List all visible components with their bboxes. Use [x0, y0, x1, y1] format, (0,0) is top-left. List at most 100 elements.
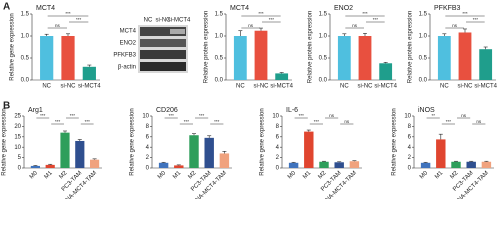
significance-label: ns	[476, 119, 482, 124]
y-tick-label: 6	[276, 134, 280, 140]
x-tick-label: si-MCT4	[374, 84, 397, 90]
y-tick-label: 4	[408, 145, 412, 151]
chart-title: IL-6	[286, 107, 298, 114]
bar	[420, 162, 431, 168]
y-axis-label: Relative gene expression	[2, 108, 8, 175]
x-tick-label: M0	[29, 170, 40, 181]
significance-label: ns	[55, 23, 61, 28]
y-tick-label: 0.5	[319, 56, 328, 62]
lane-label: si-MCT4	[168, 18, 191, 24]
y-tick-label: 8	[408, 124, 412, 130]
bar	[75, 140, 85, 168]
significance-label: ***	[446, 119, 452, 124]
bar	[334, 162, 344, 168]
y-tick-label: 8	[146, 124, 150, 130]
bar	[254, 30, 268, 80]
bar	[437, 36, 451, 80]
significance-label: ***	[373, 17, 379, 22]
y-tick-label: 0.5	[215, 56, 224, 62]
significance-label: ns	[461, 113, 467, 118]
protein-label: β-actin	[118, 65, 136, 71]
band	[140, 62, 186, 71]
y-tick-label: 4	[146, 145, 150, 151]
significance-label: **	[431, 113, 435, 118]
western-blot: NC si-NC si-MCT4 MCT4 ENO2 PFKFB3 β-acti…	[113, 18, 191, 73]
x-tick-label: si-NC	[458, 84, 474, 90]
bar	[379, 63, 393, 80]
y-axis-label: Relative gene expression	[392, 108, 398, 175]
x-tick-label: si-NC	[254, 84, 270, 90]
y-tick-label: 10	[404, 114, 411, 120]
y-tick-label: 2	[408, 155, 412, 161]
y-tick-label: 5	[18, 155, 22, 161]
y-tick-label: 10	[272, 114, 279, 120]
x-tick-label: si-NC	[61, 84, 77, 90]
bar	[358, 36, 372, 80]
y-tick-label: 0	[18, 166, 22, 172]
band	[170, 29, 185, 34]
bar	[288, 162, 299, 168]
significance-label: ***	[269, 17, 275, 22]
y-tick-label: 25	[14, 114, 21, 120]
y-tick-label: 1.5	[419, 12, 428, 18]
bar	[337, 36, 351, 80]
bar	[30, 165, 40, 168]
x-tick-label: M1	[302, 170, 313, 181]
y-tick-label: 1.5	[215, 12, 224, 18]
y-axis-label: Relative gene expression	[10, 13, 16, 80]
bar	[61, 36, 75, 80]
y-tick-label: 1.0	[419, 34, 428, 40]
protein-label: ENO2	[120, 41, 137, 47]
bar	[319, 161, 329, 168]
x-tick-label: si-MCT4	[78, 84, 101, 90]
bar	[481, 161, 492, 168]
x-tick-label: M0	[419, 170, 430, 181]
bar	[436, 139, 446, 168]
significance-label: ***	[55, 119, 61, 124]
chart-title: iNOS	[418, 107, 435, 114]
y-tick-label: 20	[14, 124, 21, 130]
y-axis-label: Relative protein expression	[408, 11, 414, 83]
y-tick-label: 1.5	[319, 12, 328, 18]
x-tick-label: si-MCT4	[270, 84, 293, 90]
significance-label: ***	[169, 113, 175, 118]
x-tick-label: NC	[440, 84, 449, 90]
chart-title: CD206	[156, 107, 178, 114]
chart-title: MCT4	[230, 5, 249, 12]
significance-label: ***	[473, 17, 479, 22]
significance-label: ***	[40, 113, 46, 118]
bar	[40, 36, 54, 80]
y-tick-label: 2	[146, 155, 150, 161]
x-tick-label: M0	[287, 170, 298, 181]
y-tick-label: 2	[276, 155, 280, 161]
significance-label: ***	[462, 11, 468, 16]
panel-label: B	[3, 101, 10, 112]
significance-label: ***	[184, 119, 190, 124]
y-tick-label: 1.0	[21, 34, 30, 40]
significance-label: ***	[85, 119, 91, 124]
x-tick-label: M1	[44, 170, 55, 181]
y-tick-label: 0.0	[21, 78, 30, 84]
x-tick-label: M1	[172, 170, 183, 181]
x-tick-label: M0	[157, 170, 168, 181]
bar	[219, 153, 230, 168]
bar	[233, 36, 247, 80]
x-tick-label: M1	[434, 170, 445, 181]
x-tick-label: si-MCT4	[474, 84, 497, 90]
significance-label: ***	[314, 119, 320, 124]
y-axis-label: Relative protein expression	[204, 11, 210, 83]
band	[140, 50, 186, 59]
y-axis-label: Relative protein expression	[308, 11, 314, 83]
y-tick-label: 0.5	[419, 56, 428, 62]
significance-label: ns	[352, 23, 358, 28]
x-tick-label: NC	[42, 84, 51, 90]
y-tick-label: 8	[276, 124, 280, 130]
significance-label: ***	[70, 113, 76, 118]
bar	[82, 66, 96, 80]
x-tick-label: M2	[187, 170, 198, 181]
band	[140, 39, 186, 47]
band	[140, 27, 186, 36]
x-tick-label: M2	[317, 170, 328, 181]
x-tick-label: M2	[449, 170, 460, 181]
bar	[349, 161, 360, 168]
